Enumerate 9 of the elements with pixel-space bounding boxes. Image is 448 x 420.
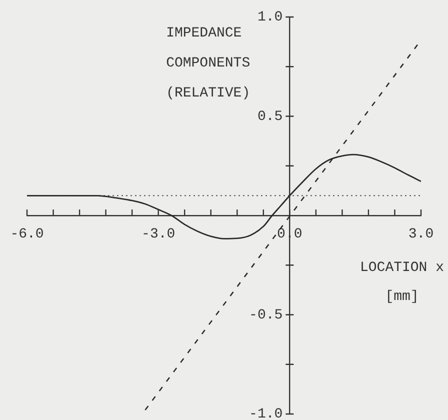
y-tick-label: -0.5: [249, 307, 283, 324]
x-tick-label: 3.0: [408, 226, 434, 243]
y-tick-label: 0.5: [257, 108, 283, 125]
x-axis-title: LOCATION x [mm]: [360, 260, 444, 306]
x-tick-label: -6.0: [10, 226, 44, 243]
y-tick-label: -1.0: [249, 406, 283, 420]
y-tick-label: 1.0: [257, 10, 283, 26]
y-axis-title: IMPEDANCE COMPONENTS (RELATIVE): [166, 26, 250, 102]
x-tick-label: -3.0: [142, 226, 176, 243]
